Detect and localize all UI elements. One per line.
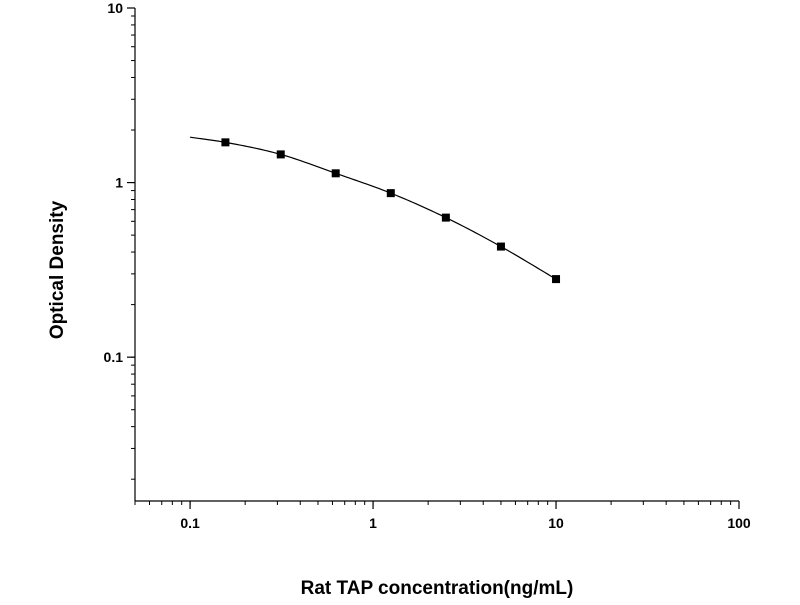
- x-axis-title: Rat TAP concentration(ng/mL): [301, 578, 574, 599]
- y-tick-label: 10: [107, 0, 123, 16]
- data-point: [221, 138, 230, 147]
- data-point: [331, 169, 340, 178]
- data-point: [276, 150, 285, 159]
- y-axis-title: Optical Density: [47, 200, 68, 339]
- fit-curve: [189, 136, 557, 280]
- y-tick-label: 0.1: [104, 349, 124, 365]
- data-points: [221, 138, 561, 284]
- x-tick-label: 1: [369, 515, 377, 531]
- axes: [134, 8, 739, 502]
- data-point: [552, 275, 561, 284]
- x-tick-label: 10: [548, 515, 564, 531]
- fit-curve-layer: [189, 136, 557, 280]
- y-tick-label: 1: [115, 175, 123, 191]
- data-point: [386, 189, 395, 198]
- x-tick-label: 100: [727, 515, 751, 531]
- axis-ticks: 0.1 1 10 100 0.1 1 10: [104, 0, 751, 531]
- data-point: [496, 242, 505, 251]
- x-tick-label: 0.1: [180, 515, 200, 531]
- data-point: [441, 213, 450, 222]
